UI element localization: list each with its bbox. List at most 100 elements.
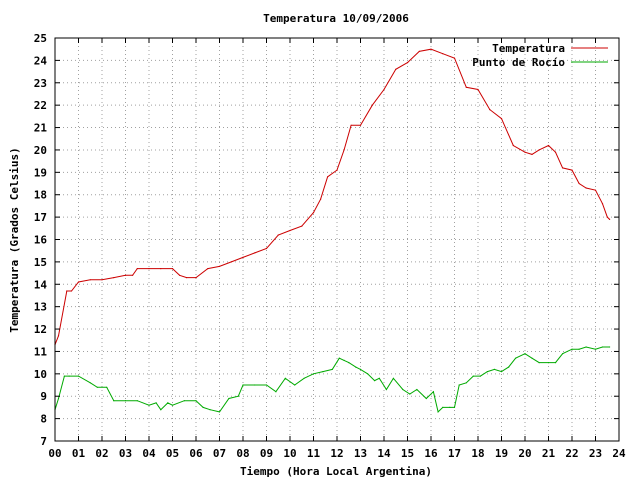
data-point <box>538 149 540 151</box>
data-point <box>465 382 467 384</box>
data-point <box>242 384 244 386</box>
data-point <box>374 380 376 382</box>
x-tick-label: 12 <box>330 447 343 460</box>
data-point <box>486 371 488 373</box>
x-tick-label: 06 <box>189 447 203 460</box>
legend-label-punto-de-rocio: Punto de Rocío <box>472 56 565 69</box>
data-point <box>515 357 517 359</box>
x-tick-label: 02 <box>95 447 108 460</box>
data-point <box>585 346 587 348</box>
data-point <box>437 411 439 413</box>
y-tick-label: 12 <box>34 323 47 336</box>
data-point <box>350 124 352 126</box>
y-tick-label: 16 <box>34 234 48 247</box>
data-point <box>68 375 70 377</box>
x-tick-label: 03 <box>119 447 132 460</box>
data-point <box>57 335 60 337</box>
y-tick-label: 7 <box>40 435 47 448</box>
y-tick-label: 21 <box>34 122 48 135</box>
data-point <box>160 409 162 411</box>
data-point <box>70 290 73 292</box>
data-point <box>531 357 533 359</box>
x-tick-label: 04 <box>142 447 156 460</box>
y-tick-label: 9 <box>40 390 47 403</box>
data-point <box>359 368 362 370</box>
data-point <box>355 366 357 368</box>
x-tick-label: 01 <box>72 447 86 460</box>
y-tick-label: 25 <box>34 32 47 45</box>
data-point <box>392 377 394 379</box>
y-tick-label: 15 <box>34 256 47 269</box>
y-tick-label: 17 <box>34 211 47 224</box>
data-point <box>489 109 491 111</box>
data-point <box>228 397 230 400</box>
data-point <box>547 362 550 364</box>
x-tick-label: 05 <box>166 447 179 460</box>
y-tick-label: 10 <box>34 368 47 381</box>
data-point <box>418 50 420 53</box>
data-point <box>442 53 444 55</box>
data-point <box>477 88 479 91</box>
data-point <box>89 382 91 384</box>
data-point <box>132 274 134 276</box>
x-tick-label: 20 <box>518 447 531 460</box>
x-tick-label: 18 <box>471 447 484 460</box>
data-point <box>202 406 204 408</box>
data-point <box>77 281 80 283</box>
data-point <box>609 218 611 220</box>
data-point <box>327 176 329 178</box>
data-point <box>609 346 611 348</box>
y-tick-label: 8 <box>40 413 47 426</box>
data-point <box>524 353 526 355</box>
data-point <box>312 212 315 214</box>
data-point <box>562 167 564 169</box>
data-point <box>331 368 333 370</box>
data-point <box>171 404 174 406</box>
data-point <box>547 144 550 147</box>
data-point <box>453 406 456 408</box>
data-point <box>524 151 526 153</box>
data-point <box>571 348 573 350</box>
y-tick-label: 14 <box>34 278 48 291</box>
data-point <box>493 368 495 370</box>
x-tick-label: 07 <box>213 447 226 460</box>
x-tick-label: 09 <box>260 447 273 460</box>
data-point <box>124 400 127 402</box>
data-point <box>425 397 427 400</box>
data-point <box>218 411 221 413</box>
data-point <box>57 397 60 400</box>
data-point <box>106 386 108 388</box>
data-point <box>320 198 322 200</box>
data-point <box>275 391 277 393</box>
y-tick-label: 11 <box>34 345 48 358</box>
data-point <box>77 375 80 377</box>
data-point <box>136 400 138 402</box>
data-point <box>195 400 197 402</box>
data-point <box>458 384 460 386</box>
x-tick-label: 11 <box>307 447 321 460</box>
data-point <box>512 144 514 147</box>
series-layer <box>54 48 611 413</box>
data-point <box>183 400 185 402</box>
data-point <box>385 388 387 391</box>
data-point <box>63 375 65 377</box>
data-point <box>348 362 350 364</box>
data-point <box>343 149 345 151</box>
data-point <box>207 268 209 270</box>
data-point <box>160 268 162 270</box>
data-point <box>254 252 256 254</box>
data-point <box>554 151 557 153</box>
data-point <box>186 277 188 279</box>
x-tick-label: 17 <box>448 447 461 460</box>
data-point <box>449 406 451 408</box>
data-point <box>571 169 573 171</box>
data-point <box>230 261 232 263</box>
data-point <box>383 88 385 91</box>
data-point <box>432 391 434 393</box>
data-point <box>265 247 268 250</box>
data-point <box>500 118 503 120</box>
data-point <box>209 409 211 411</box>
data-point <box>167 402 169 404</box>
data-point <box>531 153 533 155</box>
